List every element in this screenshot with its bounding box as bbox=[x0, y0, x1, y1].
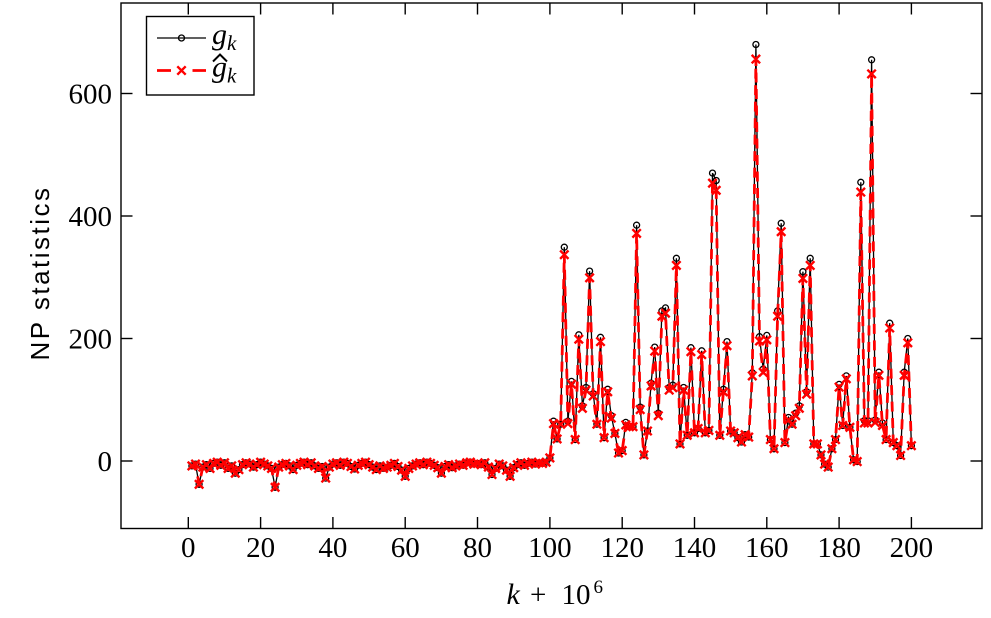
svg-text:k: k bbox=[507, 578, 521, 611]
svg-text:+: + bbox=[530, 579, 546, 611]
svg-text:180: 180 bbox=[817, 532, 861, 564]
svg-text:200: 200 bbox=[69, 324, 113, 356]
svg-text:20: 20 bbox=[246, 532, 275, 564]
svg-text:0: 0 bbox=[181, 532, 196, 564]
svg-text:0: 0 bbox=[98, 446, 113, 478]
svg-text:140: 140 bbox=[673, 532, 717, 564]
svg-text:400: 400 bbox=[69, 201, 113, 233]
svg-text:40: 40 bbox=[318, 532, 347, 564]
svg-text:10: 10 bbox=[562, 579, 591, 611]
svg-text:600: 600 bbox=[69, 79, 113, 111]
svg-text:NP statistics: NP statistics bbox=[25, 185, 55, 360]
svg-text:200: 200 bbox=[890, 532, 934, 564]
svg-text:60: 60 bbox=[391, 532, 420, 564]
svg-text:100: 100 bbox=[528, 532, 572, 564]
svg-text:160: 160 bbox=[745, 532, 789, 564]
svg-text:120: 120 bbox=[600, 532, 644, 564]
svg-text:6: 6 bbox=[594, 577, 604, 598]
svg-text:80: 80 bbox=[463, 532, 492, 564]
